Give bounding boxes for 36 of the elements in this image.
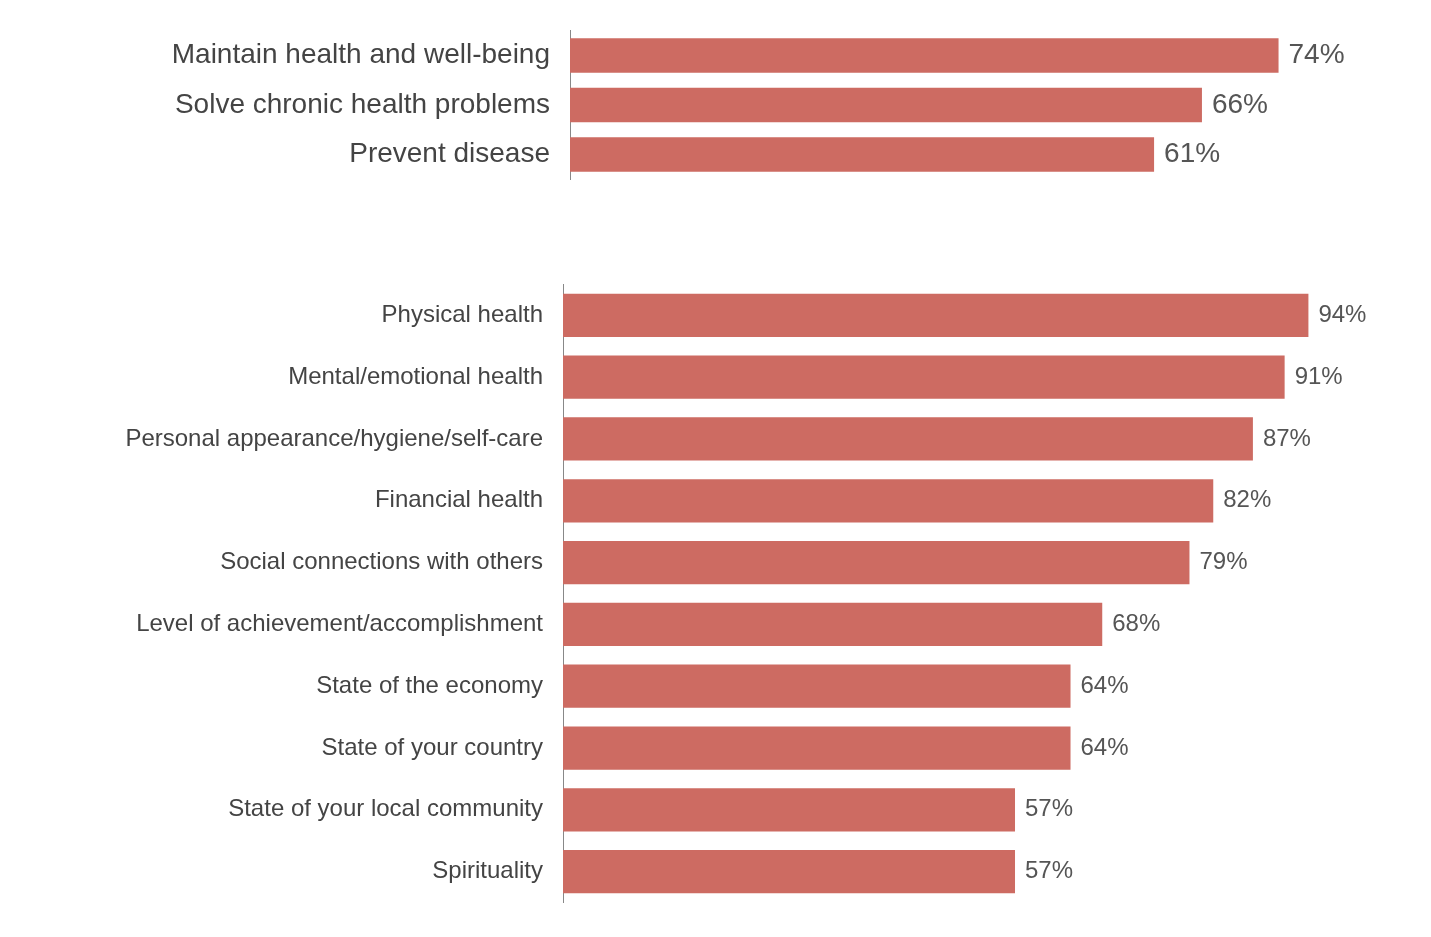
data-label: 74% [1288, 38, 1345, 70]
data-label: 68% [1112, 609, 1161, 637]
data-label: 61% [1164, 137, 1221, 169]
data-label: 87% [1262, 423, 1311, 451]
y-tick-label: Financial health [374, 485, 543, 513]
y-tick-label: Physical health [381, 299, 543, 327]
bar [563, 540, 1190, 585]
data-label: 57% [1025, 856, 1074, 884]
y-tick-label: Personal appearance/hygiene/self-care [125, 423, 543, 451]
y-tick-label: Solve chronic health problems [174, 87, 550, 119]
data-label: 79% [1199, 547, 1248, 575]
y-tick-label: Level of achievement/accomplishment [136, 609, 544, 637]
data-label: 57% [1025, 794, 1074, 822]
y-tick-label: State of the economy [316, 670, 543, 698]
bar [563, 355, 1285, 399]
y-tick-label: Prevent disease [349, 137, 550, 169]
y-tick-label: State of your local community [228, 794, 543, 822]
bar [563, 664, 1071, 708]
data-label: 64% [1080, 732, 1129, 760]
data-label: 94% [1318, 299, 1367, 327]
bar [563, 788, 1016, 832]
bar [563, 850, 1016, 894]
y-tick-label: Maintain health and well-being [171, 38, 550, 70]
data-label: 91% [1294, 361, 1343, 389]
data-label: 64% [1080, 670, 1129, 698]
data-label: 82% [1223, 485, 1272, 513]
y-tick-label: Spirituality [432, 856, 543, 884]
bar [563, 479, 1214, 523]
bar [563, 602, 1103, 647]
y-tick-label: Mental/emotional health [288, 361, 543, 389]
bar [563, 293, 1309, 337]
y-tick-label: State of your country [321, 732, 543, 760]
bar [563, 726, 1071, 770]
data-label: 66% [1211, 87, 1268, 119]
bar [563, 417, 1253, 461]
y-tick-label: Social connections with others [220, 547, 543, 575]
